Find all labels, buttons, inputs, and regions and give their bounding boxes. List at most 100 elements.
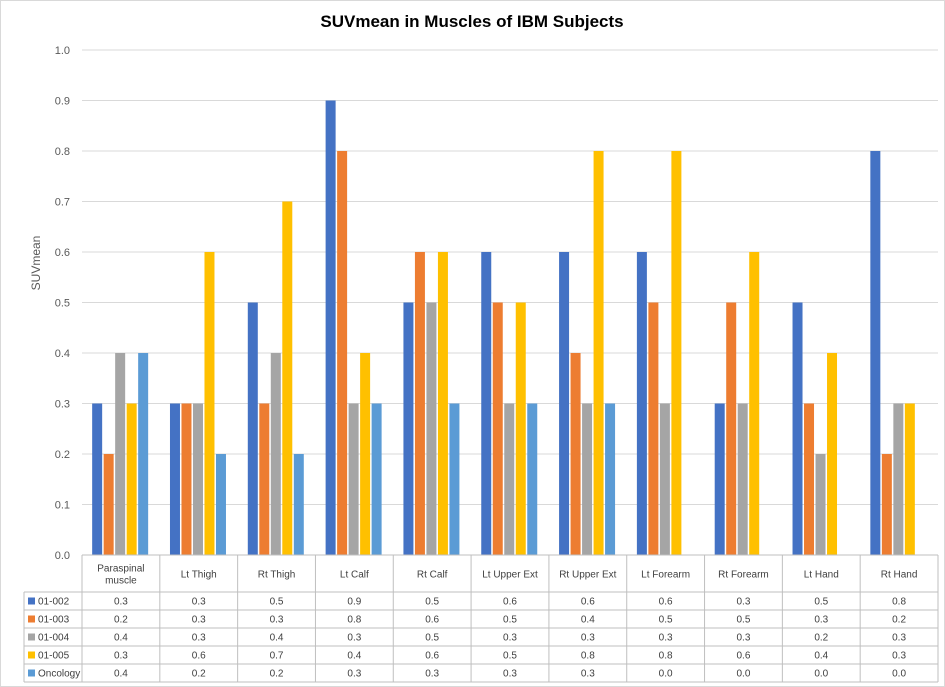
table-value: 0.3 [503,669,517,680]
bar-01-003 [726,302,737,555]
table-value: 0.6 [425,651,439,662]
category-label: Paraspinal [97,564,144,575]
bar-01-004 [504,403,515,555]
table-value: 0.8 [659,651,673,662]
table-value: 0.3 [892,633,906,644]
table-value: 0.5 [425,597,439,608]
bar-01-004 [192,403,203,555]
bar-01-004 [115,353,126,555]
table-value: 0.2 [814,633,828,644]
table-value: 0.5 [814,597,828,608]
table-value: 0.5 [270,597,284,608]
y-tick-label: 0.7 [55,197,70,209]
table-value: 0.8 [892,597,906,608]
table-value: 0.3 [659,633,673,644]
category-label: Rt Thigh [258,570,296,581]
category-label: Rt Calf [417,570,448,581]
table-value: 0.4 [114,633,128,644]
bar-01-003 [259,403,270,555]
table-value: 0.2 [270,669,284,680]
bar-01-002 [792,302,803,555]
table-value: 0.5 [659,615,673,626]
table-value: 0.3 [892,651,906,662]
bar-01-005 [904,403,915,555]
table-value: 0.0 [892,669,906,680]
bar-01-005 [204,252,215,555]
table-value: 0.6 [503,597,517,608]
table-value: 0.3 [814,615,828,626]
table-value: 0.9 [347,597,361,608]
table-value: 0.3 [347,669,361,680]
table-value: 0.3 [192,633,206,644]
y-tick-label: 0.0 [55,550,70,562]
category-label: Rt Forearm [718,570,769,581]
bar-01-005 [437,252,448,555]
bar-01-004 [893,403,904,555]
bar-01-002 [247,302,258,555]
bar-01-004 [426,302,437,555]
bar-01-003 [881,454,892,555]
category-label: Lt Upper Ext [482,570,538,581]
bar-01-005 [360,353,371,555]
bar-oncology [293,454,304,555]
bar-oncology [138,353,149,555]
legend-label: 01-004 [38,633,70,644]
y-axis-ticks: 0.0 0.1 0.2 0.3 0.4 0.5 0.6 0.7 0.8 0.9 1.0 [55,45,70,562]
table-value: 0.3 [581,633,595,644]
bar-01-004 [270,353,281,555]
y-tick-label: 0.9 [55,96,70,108]
table-value: 0.6 [581,597,595,608]
legend-label: 01-003 [38,615,70,626]
legend-label: 01-002 [38,597,70,608]
y-axis-title: SUVmean [29,236,43,291]
table-value: 0.3 [737,597,751,608]
table-value: 0.0 [659,669,673,680]
bar-oncology [605,403,616,555]
table-value: 0.6 [737,651,751,662]
bar-01-003 [103,454,114,555]
legend-key [28,651,35,659]
table-value: 0.3 [737,633,751,644]
table-value: 0.4 [814,651,828,662]
bar-01-002 [870,151,881,555]
bar-01-005 [593,151,604,555]
legend-key [28,633,35,641]
table-value: 0.7 [270,651,284,662]
bar-01-002 [92,403,103,555]
category-label: Lt Hand [804,570,839,581]
bar-01-004 [348,403,359,555]
bar-oncology [215,454,226,555]
table-value: 0.0 [737,669,751,680]
bar-01-003 [648,302,659,555]
bar-01-003 [337,151,348,555]
table-value: 0.8 [581,651,595,662]
table-value: 0.4 [347,651,361,662]
category-label: Lt Thigh [181,570,217,581]
bar-01-002 [481,252,492,555]
table-value: 0.3 [347,633,361,644]
table-value: 0.5 [425,633,439,644]
y-tick-label: 0.3 [55,399,70,411]
table-value: 0.3 [581,669,595,680]
table-value: 0.3 [503,633,517,644]
bar-oncology [449,403,460,555]
bar-01-005 [749,252,760,555]
bar-01-002 [325,100,336,555]
bar-01-002 [636,252,647,555]
table-value: 0.4 [114,669,128,680]
bar-01-004 [815,454,826,555]
table-value: 0.3 [192,597,206,608]
table-value: 0.3 [270,615,284,626]
category-label: Lt Calf [340,570,369,581]
bar-01-003 [804,403,815,555]
table-value: 0.6 [659,597,673,608]
legend-key [28,615,35,623]
bar-01-003 [181,403,192,555]
y-tick-label: 0.1 [55,500,70,512]
table-value: 0.2 [192,669,206,680]
legend-key [28,597,35,605]
